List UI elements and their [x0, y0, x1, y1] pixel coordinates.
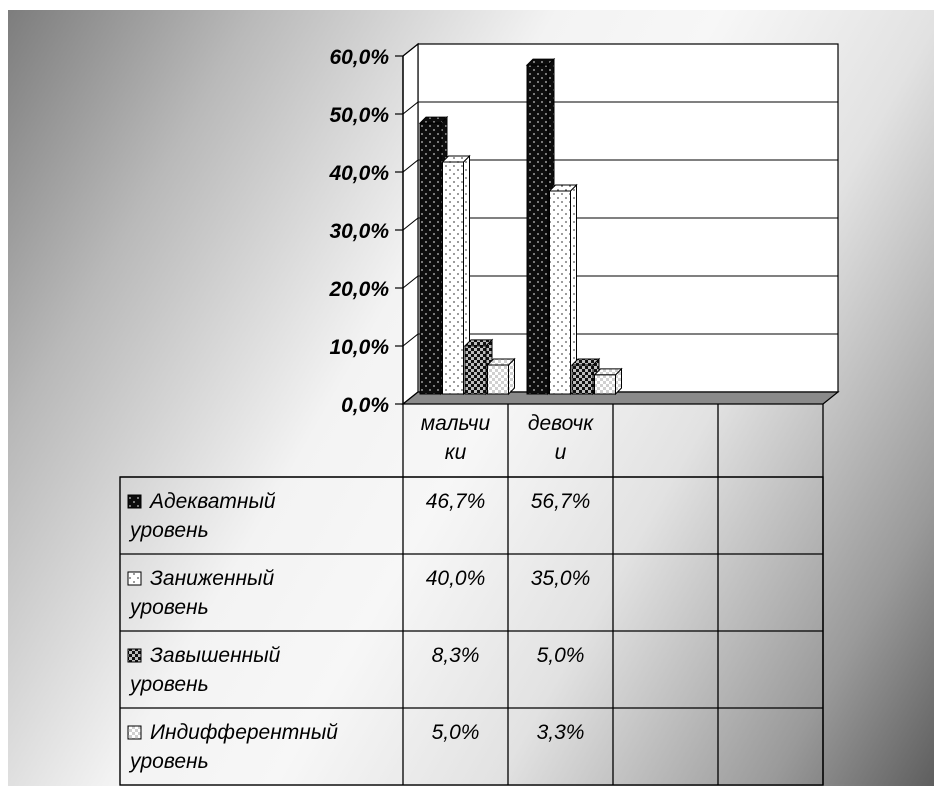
- category-label-line: мальчи: [421, 412, 491, 435]
- bar: [549, 190, 571, 395]
- legend-key: [127, 571, 142, 586]
- bar: [487, 364, 509, 395]
- y-tick-label: 20,0%: [328, 278, 389, 301]
- bars-layer: [418, 57, 623, 396]
- data-label: 3,3%: [537, 721, 585, 744]
- legend-key: [127, 725, 142, 740]
- legend-label-line: Завышенный: [150, 644, 281, 667]
- gridline-side: [402, 159, 419, 173]
- legend-label: Индифферентный уровень: [128, 721, 338, 773]
- category-label-line: и: [555, 441, 567, 464]
- bar: [594, 374, 616, 395]
- legend-label-line: уровень: [128, 673, 209, 696]
- floor: [401, 391, 840, 405]
- category-label-line: девочк: [528, 412, 594, 435]
- category-label-line: ки: [445, 441, 467, 464]
- legend-key: [127, 648, 142, 663]
- legend-label-line: Заниженный: [150, 567, 274, 590]
- data-label: 8,3%: [432, 644, 480, 667]
- legend-label: Завышенный уровень: [128, 644, 281, 696]
- y-tick-label: 30,0%: [329, 220, 389, 243]
- legend-label: Заниженный уровень: [128, 567, 274, 619]
- bar: [464, 345, 487, 395]
- legend-label: Адекватный уровень: [128, 490, 276, 542]
- bar: [419, 122, 442, 395]
- gridline-side: [402, 217, 419, 231]
- data-label: 56,7%: [531, 490, 591, 513]
- data-table: мальчи ки девочк и Адекватный уровень 46,7% 56,…: [119, 404, 824, 786]
- data-label: 35,0%: [531, 567, 591, 590]
- plot-area: 0,0% 10,0% 20,0% 30,0% 40,0% 50,0% 60,0%: [328, 42, 840, 417]
- data-label: 40,0%: [426, 567, 486, 590]
- gridline-side: [402, 333, 419, 347]
- bar: [526, 64, 549, 395]
- data-label: 5,0%: [432, 721, 480, 744]
- bar: [571, 364, 594, 395]
- gridline-side: [402, 43, 419, 57]
- legend-label-line: уровень: [128, 596, 209, 619]
- bar: [442, 161, 464, 395]
- gridline-side: [402, 275, 419, 289]
- legend-label-line: Адекватный: [148, 490, 276, 513]
- legend-label-line: уровень: [128, 750, 209, 773]
- legend-label-line: уровень: [128, 519, 209, 542]
- y-tick-label: 10,0%: [329, 336, 389, 359]
- y-tick-label: 50,0%: [329, 104, 389, 127]
- y-tick-label: 60,0%: [329, 46, 389, 69]
- y-tick-label: 0,0%: [341, 394, 389, 417]
- legend-key: [127, 494, 142, 509]
- legend-label-line: Индифферентный: [150, 721, 338, 744]
- data-label: 46,7%: [426, 490, 486, 513]
- category-label: мальчи ки: [421, 412, 491, 464]
- gridline-side: [402, 101, 419, 115]
- y-tick-label: 40,0%: [328, 162, 389, 185]
- data-label: 5,0%: [537, 644, 585, 667]
- category-label: девочк и: [528, 412, 594, 464]
